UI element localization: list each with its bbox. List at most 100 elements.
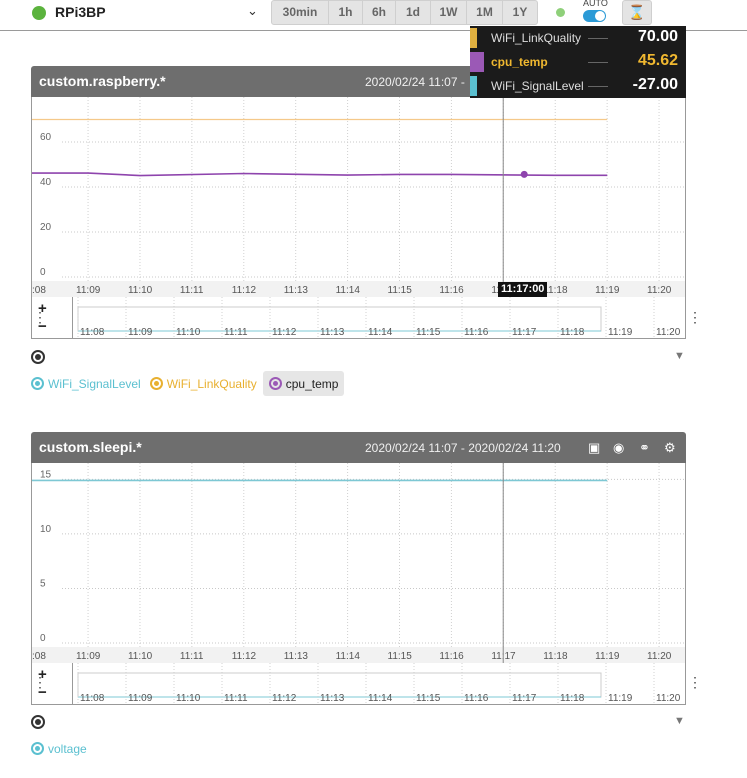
legend-item[interactable]: voltage — [31, 736, 87, 761]
gear-icon[interactable]: ⚙ — [664, 440, 676, 455]
caret-down-icon[interactable]: ▼ — [674, 715, 685, 727]
overview-tick-label: 11:14 — [368, 327, 393, 338]
series-line-cpu_temp — [32, 172, 608, 177]
range-1m-button[interactable]: 1M — [467, 1, 503, 24]
caret-down-icon[interactable]: ▼ — [674, 350, 685, 362]
target-icon[interactable] — [31, 715, 45, 729]
overview-navigator[interactable]: 11:08 11:09 11:10 11:11 11:12 11:13 11:14 11:15… — [72, 663, 686, 705]
y-tick-label: 10 — [40, 524, 52, 535]
tooltip-divider — [588, 38, 608, 39]
x-tick-label: 11:09 — [76, 651, 101, 662]
range-1d-button[interactable]: 1d — [396, 1, 431, 24]
plus-icon[interactable]: + — [38, 300, 47, 317]
overview-tick-label: 11:16 — [464, 693, 489, 704]
legend-item[interactable]: WiFi_LinkQuality — [149, 371, 257, 396]
overview-tick-label: 11:10 — [176, 693, 201, 704]
range-6h-button[interactable]: 6h — [363, 1, 396, 24]
vertical-dots-icon[interactable]: ⋮ — [33, 674, 47, 690]
legend-item[interactable]: WiFi_SignalLevel — [31, 371, 141, 396]
device-name[interactable]: RPi3BP — [55, 4, 106, 20]
x-tick-label: 11:12 — [232, 651, 257, 662]
x-tick-label: 11:11 — [180, 285, 204, 296]
auto-label: AUTO — [583, 0, 608, 8]
panel-time-range: 2020/02/24 11:07 - — [365, 75, 465, 89]
series-toggle-icon — [31, 377, 44, 390]
range-1h-button[interactable]: 1h — [329, 1, 363, 24]
vertical-dots-icon[interactable]: ⋮ — [33, 309, 47, 325]
zoom-controls: + − — [31, 663, 73, 705]
top-bar: RPi3BP ⌄ 30min 1h 6h 1d 1W 1M 1Y AUTO ⌛ — [0, 0, 747, 31]
x-tick-label: :08 — [32, 651, 46, 662]
overview-navigator[interactable]: 11:08 11:09 11:10 11:11 11:12 11:13 11:14 11:15… — [72, 297, 686, 339]
x-tick-label: 11:13 — [284, 651, 309, 662]
x-tick-label: 11:19 — [595, 285, 620, 296]
y-tick-label: 5 — [40, 578, 46, 589]
overview-tick-label: 11:08 — [80, 693, 105, 704]
x-tick-label: 11:18 — [543, 285, 568, 296]
vertical-dots-icon[interactable]: ⋮ — [688, 674, 702, 690]
overview-tick-label: 11:19 — [608, 693, 633, 704]
tooltip-row: WiFi_SignalLevel -27.00 — [470, 74, 686, 98]
range-30min-button[interactable]: 30min — [272, 1, 329, 24]
plus-icon[interactable]: + — [38, 666, 47, 683]
legend: voltage — [31, 736, 96, 761]
panel-time-range: 2020/02/24 11:07 - 2020/02/24 11:20 — [365, 441, 561, 455]
overview-tick-label: 11:14 — [368, 693, 393, 704]
overview-tick-label: 11:09 — [128, 327, 153, 338]
legend-label: WiFi_LinkQuality — [166, 376, 257, 391]
line-chart[interactable]: 0 20 40 60:08 11:09 11:10 11:11 11:12 11:13 11:14… — [32, 97, 687, 297]
chart-panel-sleepi: custom.sleepi.* 2020/02/24 11:07 - 2020/… — [31, 432, 686, 712]
fullscreen-icon[interactable]: ▣ — [588, 440, 601, 455]
share-icon[interactable]: ⚭ — [639, 440, 650, 455]
overview-chart[interactable]: 11:08 11:09 11:10 11:11 11:12 11:13 11:14 11:15… — [72, 663, 685, 704]
tooltip-row: WiFi_LinkQuality 70.00 — [470, 26, 686, 50]
chart-plot-area[interactable]: 0 20 40 60:08 11:09 11:10 11:11 11:12 11:13 11:14… — [31, 97, 686, 297]
overview-tick-label: 11:11 — [224, 693, 248, 704]
minus-icon[interactable]: − — [38, 318, 47, 335]
x-tick-label: 11:10 — [128, 285, 153, 296]
overview-chart[interactable]: 11:08 11:09 11:10 11:11 11:12 11:13 11:14 11:15… — [72, 297, 685, 338]
series-toggle-icon — [268, 377, 282, 390]
x-tick-label: 11:13 — [284, 285, 309, 296]
y-tick-label: 20 — [40, 222, 52, 233]
x-tick-label: 11:16 — [439, 651, 464, 662]
series-toggle-icon — [149, 377, 163, 390]
overview-tick-label: 11:11 — [224, 327, 248, 338]
hourglass-icon[interactable]: ⌛ — [622, 0, 652, 25]
overview-tick-label: 11:15 — [416, 327, 441, 338]
chart-plot-area[interactable]: 0 5 10 15:08 11:09 11:10 11:11 11:12 11:13 11:14 1… — [31, 463, 686, 663]
range-1w-button[interactable]: 1W — [431, 1, 467, 24]
vertical-dots-icon[interactable]: ⋮ — [688, 309, 702, 325]
x-tick-label: 11:12 — [232, 285, 257, 296]
x-tick-label: 11:19 — [595, 651, 620, 662]
target-icon[interactable] — [31, 350, 45, 364]
line-chart[interactable]: 0 5 10 15:08 11:09 11:10 11:11 11:12 11:13 11:14 1… — [32, 463, 687, 663]
auto-refresh-toggle[interactable] — [583, 10, 606, 22]
overview-tick-label: 11:18 — [560, 693, 585, 704]
chevron-down-icon[interactable]: ⌄ — [247, 3, 258, 18]
panel-header: custom.sleepi.* 2020/02/24 11:07 - 2020/… — [31, 432, 686, 463]
legend-item[interactable]: cpu_temp — [262, 371, 345, 396]
tooltip-series-name: WiFi_LinkQuality — [491, 31, 582, 45]
tooltip-value: -27.00 — [632, 76, 678, 93]
y-tick-label: 60 — [40, 132, 52, 143]
overview-tick-label: 11:19 — [608, 327, 633, 338]
live-indicator-icon — [556, 8, 565, 17]
x-tick-label: 11:14 — [336, 285, 361, 296]
range-1y-button[interactable]: 1Y — [512, 5, 528, 19]
tooltip-series-name: cpu_temp — [491, 55, 548, 69]
overview-tick-label: 11:17 — [512, 327, 537, 338]
tooltip-divider — [588, 86, 608, 87]
series-swatch — [470, 52, 484, 72]
x-tick-label: 11:09 — [76, 285, 101, 296]
series-swatch — [470, 76, 477, 96]
x-tick-label: 11:15 — [388, 285, 413, 296]
camera-icon[interactable]: ◉ — [613, 440, 625, 455]
overview-tick-label: 11:15 — [416, 693, 441, 704]
overview-tick-label: 11:17 — [512, 693, 537, 704]
x-axis-band — [32, 647, 685, 663]
overview-tick-label: 11:20 — [656, 327, 681, 338]
minus-icon[interactable]: − — [38, 684, 47, 701]
tooltip-row: cpu_temp 45.62 — [470, 50, 686, 74]
x-tick-label: 11:18 — [543, 651, 568, 662]
